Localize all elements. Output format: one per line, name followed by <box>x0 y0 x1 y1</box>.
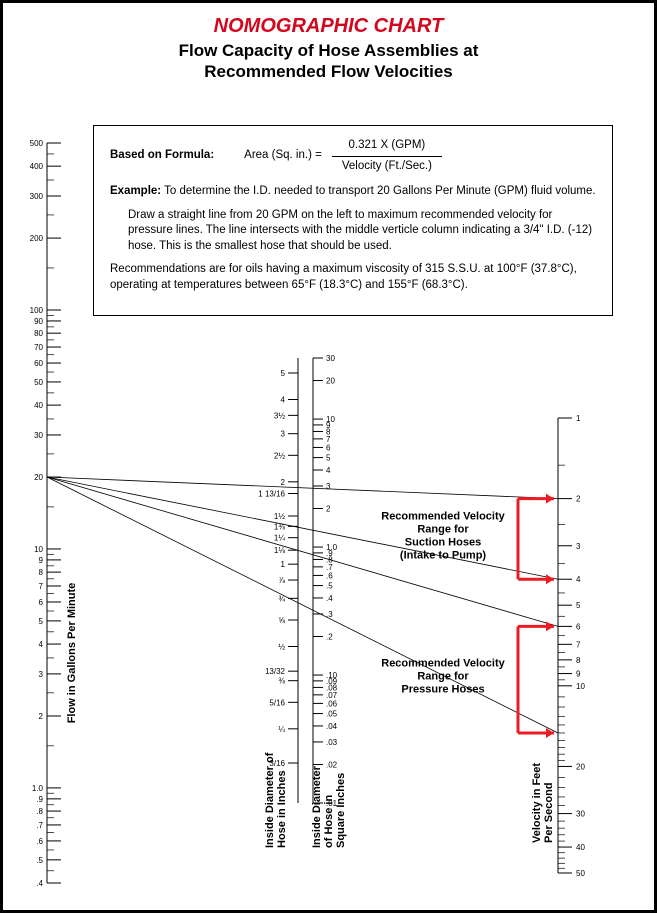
svg-text:90: 90 <box>34 317 43 326</box>
svg-text:3: 3 <box>326 482 331 491</box>
svg-text:6: 6 <box>39 598 44 607</box>
svg-text:500: 500 <box>30 139 44 148</box>
svg-text:Per Second: Per Second <box>543 782 555 843</box>
svg-text:½: ½ <box>278 642 285 651</box>
svg-text:13/32: 13/32 <box>265 667 286 676</box>
svg-text:30: 30 <box>326 354 335 363</box>
svg-text:.6: .6 <box>326 571 333 580</box>
svg-text:Range for: Range for <box>417 671 469 683</box>
svg-text:1½: 1½ <box>274 512 285 521</box>
svg-text:8: 8 <box>39 568 44 577</box>
svg-text:20: 20 <box>326 377 335 386</box>
svg-text:2: 2 <box>326 505 331 514</box>
svg-text:.7: .7 <box>36 821 43 830</box>
svg-text:3: 3 <box>576 542 581 551</box>
svg-text:.03: .03 <box>326 738 338 747</box>
svg-text:⅝: ⅝ <box>278 616 285 625</box>
svg-text:Recommended Velocity: Recommended Velocity <box>381 658 505 670</box>
svg-text:8: 8 <box>576 656 581 665</box>
svg-text:.6: .6 <box>36 837 43 846</box>
svg-text:80: 80 <box>34 329 43 338</box>
svg-text:.06: .06 <box>326 699 338 708</box>
svg-text:40: 40 <box>576 843 585 852</box>
svg-text:1: 1 <box>576 414 581 423</box>
svg-text:Range for: Range for <box>417 523 469 535</box>
svg-text:2½: 2½ <box>274 451 285 460</box>
svg-text:2: 2 <box>39 712 44 721</box>
svg-text:Recommended Velocity: Recommended Velocity <box>381 510 505 522</box>
svg-text:Velocity in Feet: Velocity in Feet <box>531 763 543 843</box>
svg-text:10: 10 <box>576 682 585 691</box>
svg-text:.04: .04 <box>326 722 338 731</box>
svg-text:5: 5 <box>281 369 286 378</box>
svg-text:200: 200 <box>30 234 44 243</box>
svg-text:100: 100 <box>30 306 44 315</box>
svg-text:2: 2 <box>576 495 581 504</box>
svg-text:50: 50 <box>34 378 43 387</box>
svg-text:Square Inches: Square Inches <box>335 773 347 848</box>
svg-text:Flow in Gallons Per Minute: Flow in Gallons Per Minute <box>66 583 78 724</box>
svg-text:.4: .4 <box>36 879 43 888</box>
svg-text:4: 4 <box>576 575 581 584</box>
nomograph-svg: 500 400 300 200 100 90 80 70 60 50 40 30 20 10 9 8 7 6 5 4 3… <box>3 3 657 916</box>
svg-text:.5: .5 <box>36 856 43 865</box>
svg-text:.9: .9 <box>36 795 43 804</box>
svg-text:9: 9 <box>576 670 581 679</box>
svg-text:.02: .02 <box>326 760 338 769</box>
svg-text:.05: .05 <box>326 710 338 719</box>
svg-text:.2: .2 <box>326 632 333 641</box>
svg-text:Inside Diameter: Inside Diameter <box>311 765 323 848</box>
svg-text:300: 300 <box>30 192 44 201</box>
svg-text:1 13/16: 1 13/16 <box>258 490 285 499</box>
svg-text:7: 7 <box>39 582 44 591</box>
svg-text:6: 6 <box>576 622 581 631</box>
svg-text:2: 2 <box>281 478 286 487</box>
svg-text:Inside Diameter of: Inside Diameter of <box>264 752 276 848</box>
svg-text:1⅛: 1⅛ <box>274 546 285 555</box>
svg-text:1¼: 1¼ <box>274 534 285 543</box>
svg-text:Suction Hoses: Suction Hoses <box>405 536 481 548</box>
svg-text:4: 4 <box>39 640 44 649</box>
svg-text:20: 20 <box>34 473 43 482</box>
svg-text:3: 3 <box>281 430 286 439</box>
svg-text:Pressure Hoses: Pressure Hoses <box>401 684 484 696</box>
svg-text:.5: .5 <box>326 582 333 591</box>
svg-text:of Hose in: of Hose in <box>323 795 335 848</box>
svg-text:50: 50 <box>576 869 585 878</box>
svg-text:6: 6 <box>326 443 331 452</box>
svg-text:9: 9 <box>39 556 44 565</box>
svg-text:.8: .8 <box>36 807 43 816</box>
svg-text:4: 4 <box>281 396 286 405</box>
svg-text:30: 30 <box>576 810 585 819</box>
svg-text:60: 60 <box>34 359 43 368</box>
svg-text:5: 5 <box>39 617 44 626</box>
svg-text:4: 4 <box>326 466 331 475</box>
svg-text:40: 40 <box>34 401 43 410</box>
svg-text:20: 20 <box>576 762 585 771</box>
svg-text:.4: .4 <box>326 594 333 603</box>
svg-text:7: 7 <box>576 640 581 649</box>
svg-text:3: 3 <box>39 670 44 679</box>
svg-text:5/16: 5/16 <box>269 698 285 707</box>
svg-text:30: 30 <box>34 431 43 440</box>
svg-text:5: 5 <box>576 601 581 610</box>
svg-text:(Intake to Pump): (Intake to Pump) <box>400 549 487 561</box>
svg-text:400: 400 <box>30 162 44 171</box>
svg-text:10: 10 <box>34 545 43 554</box>
svg-text:1: 1 <box>281 560 286 569</box>
svg-text:3½: 3½ <box>274 411 285 420</box>
svg-text:5: 5 <box>326 454 331 463</box>
svg-text:1.0: 1.0 <box>32 784 44 793</box>
svg-text:⅜: ⅜ <box>278 677 285 686</box>
svg-text:Hose in Inches: Hose in Inches <box>276 770 288 848</box>
svg-text:70: 70 <box>34 343 43 352</box>
svg-text:⅞: ⅞ <box>278 576 285 585</box>
svg-text:¼: ¼ <box>278 725 285 734</box>
